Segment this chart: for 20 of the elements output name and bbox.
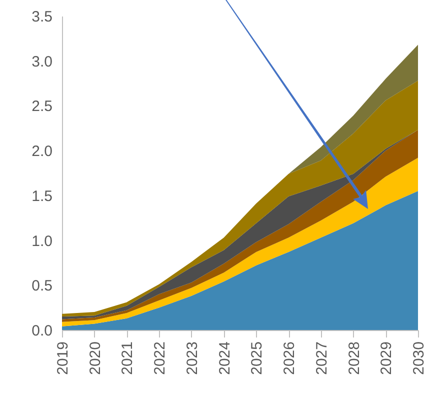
y-tick-label: 3.5 <box>32 8 52 26</box>
x-tick-label: 2024 <box>216 342 234 375</box>
x-tick-label: 2027 <box>313 342 330 375</box>
x-tick-label: 2020 <box>86 342 104 375</box>
y-tick-label: 2.0 <box>32 143 52 160</box>
x-tick-label: 2019 <box>54 342 72 375</box>
x-tick-label: 2025 <box>248 342 266 375</box>
x-tick-label: 2030 <box>410 342 428 375</box>
x-tick-label: 2023 <box>184 342 201 375</box>
y-tick-label: 3.0 <box>32 53 52 70</box>
y-tick-label: 2.5 <box>32 98 52 116</box>
y-tick-label: 0.0 <box>32 322 52 340</box>
x-tick-label: 2028 <box>346 342 363 375</box>
x-tick-label: 2029 <box>378 342 396 375</box>
x-tick-label: 2022 <box>152 342 169 375</box>
x-tick-label: 2021 <box>119 342 136 375</box>
y-tick-label: 0.5 <box>32 278 52 295</box>
y-tick-label: 1.5 <box>32 188 52 205</box>
y-tick-label: 1.0 <box>32 232 52 250</box>
x-tick-label: 2026 <box>281 342 298 375</box>
